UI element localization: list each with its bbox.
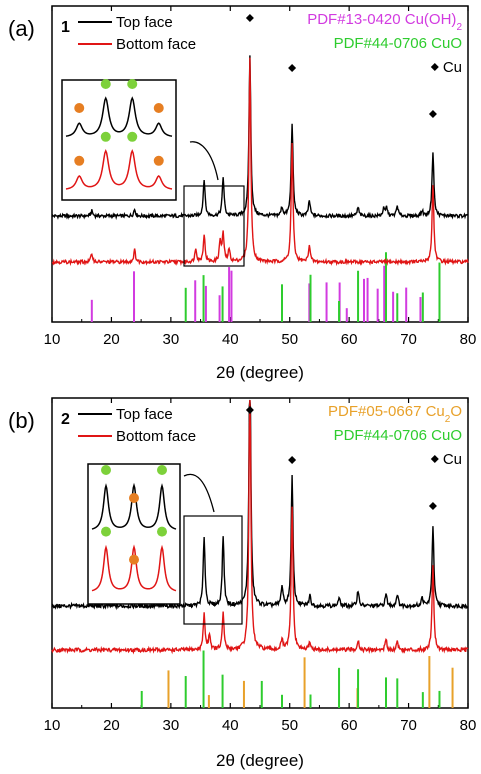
cu-peak-diamond [428,110,437,118]
reference-label-tail: O [450,403,462,420]
x-tick-label: 40 [222,331,239,348]
x-tick-label: 50 [281,331,298,348]
cu-peak-diamond [288,64,297,72]
cu-peak-diamond [245,14,254,22]
reference-label: PDF#44-0706 CuO [334,35,462,52]
legend-label: Bottom face [116,36,196,53]
inset-phase-dot [153,103,164,113]
reference-label: PDF#44-0706 CuO [334,427,462,444]
inset-phase-dot [74,155,85,166]
sample-label: 1 [61,19,70,36]
inset-phase-dot [101,465,111,475]
inset-phase-dot [100,131,111,142]
inset-trace [91,482,177,530]
reference-label-text: Cu [443,451,462,468]
inset-trace [65,149,173,190]
xrd-trace-top-face [51,55,469,221]
xrd-trace-bottom-face [51,57,469,267]
panel-b: 10 20 30 40 50 60 70 80 2θ (degree) (b) 2 Top face B… [8,397,477,770]
panel-label: (b) [8,408,35,433]
reference-label-subscript: 2 [445,414,451,425]
reference-label-text: PDF#44-0706 CuO [334,35,462,52]
legend-label: Top face [116,14,173,31]
inset-phase-dot [129,554,139,565]
xrd-trace-bottom-face [51,399,469,655]
zoom-arrow [183,473,215,513]
reference-label-text: Cu [443,59,462,76]
x-tick-label: 30 [163,717,180,734]
panel-label: (a) [8,16,35,41]
cu-legend-diamond [430,63,439,71]
inset-phase-dot [74,103,85,113]
legend-label: Top face [116,406,173,423]
x-tick-label: 10 [44,717,61,734]
reference-label: Cu [443,59,462,76]
legend-label: Bottom face [116,428,196,445]
x-tick-label: 10 [44,331,61,348]
reference-label: PDF#05-0667 Cu2O [328,403,462,425]
inset-trace [65,96,173,137]
x-tick-label: 60 [341,717,358,734]
panel-a: 10 20 30 40 50 60 70 80 2θ (degree) (a) 1 Top face B… [8,5,477,382]
inset-trace [91,544,177,592]
x-tick-label: 70 [400,331,417,348]
reference-label-text: PDF#05-0667 Cu [328,403,445,420]
inset-phase-dot [101,526,111,537]
cu-peak-diamond [288,456,297,464]
x-tick-label: 40 [222,717,239,734]
x-tick-label: 70 [400,717,417,734]
inset-phase-dot [127,131,138,142]
x-tick-label: 80 [460,717,477,734]
inset-phase-dot [129,493,139,503]
x-tick-label: 80 [460,331,477,348]
zoom-arrow [189,141,219,181]
reference-label: PDF#13-0420 Cu(OH)2 [307,11,462,33]
x-tick-label: 60 [341,331,358,348]
inset-frame [61,79,177,201]
reference-label-text: PDF#44-0706 CuO [334,427,462,444]
x-tick-label: 20 [103,331,120,348]
inset-phase-dot [127,79,138,89]
inset-phase-dot [153,155,164,166]
inset-phase-dot [157,465,167,475]
zoom-box [183,515,243,625]
cu-peak-diamond [428,502,437,510]
inset-phase-dot [100,79,111,89]
sample-label: 2 [61,411,70,428]
zoom-box [183,185,245,267]
x-axis-label: 2θ (degree) [216,363,304,382]
xrd-trace-top-face [51,399,469,611]
cu-legend-diamond [430,455,439,463]
inset-phase-dot [157,526,167,537]
x-tick-label: 30 [163,331,180,348]
x-tick-label: 20 [103,717,120,734]
x-tick-label: 50 [281,717,298,734]
reference-label-text: PDF#13-0420 Cu(OH) [307,11,456,28]
reference-label-subscript: 2 [456,22,462,33]
reference-label: Cu [443,451,462,468]
cu-peak-diamond [245,406,254,414]
x-axis-label: 2θ (degree) [216,751,304,770]
